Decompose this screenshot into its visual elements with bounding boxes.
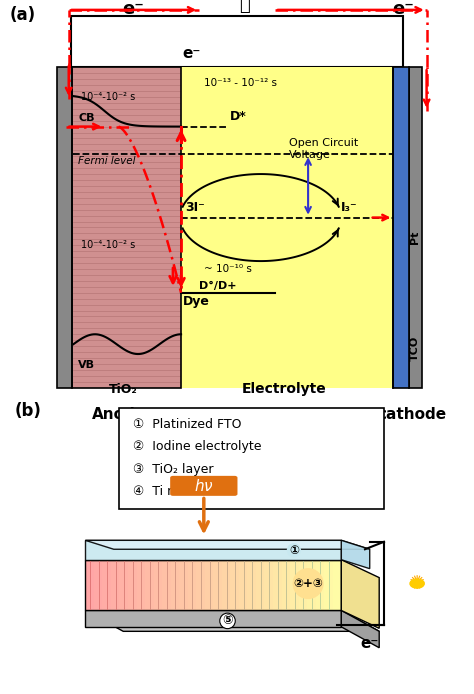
Text: Fermi level: Fermi level [78,156,136,167]
Text: cathode: cathode [378,407,447,423]
Polygon shape [316,559,324,611]
Polygon shape [341,611,379,648]
Polygon shape [171,559,179,611]
Text: 💡: 💡 [239,0,249,14]
Text: e⁻: e⁻ [122,0,144,18]
Text: (a): (a) [9,6,36,24]
Polygon shape [333,559,341,611]
Polygon shape [94,559,102,611]
Text: TCO: TCO [410,335,420,361]
Text: D°/D+: D°/D+ [199,281,237,291]
Polygon shape [324,559,333,611]
Polygon shape [341,541,370,568]
Bar [72,67,181,388]
Text: ✺: ✺ [409,574,425,593]
Polygon shape [111,559,119,611]
Text: 10⁻⁴-10⁻² s: 10⁻⁴-10⁻² s [81,92,135,102]
Polygon shape [128,559,137,611]
Polygon shape [85,541,370,549]
Text: Electrolyte: Electrolyte [242,382,327,396]
FancyBboxPatch shape [170,476,237,496]
Polygon shape [85,611,341,627]
Text: ⑤: ⑤ [222,614,233,627]
Text: $h\nu$: $h\nu$ [194,477,214,493]
Polygon shape [213,559,222,611]
Polygon shape [307,559,316,611]
Bar [393,67,409,388]
Polygon shape [299,559,307,611]
Text: Pt: Pt [410,230,420,244]
Polygon shape [230,559,239,611]
Text: CB: CB [78,112,95,123]
Text: 10⁻⁴-10⁻² s: 10⁻⁴-10⁻² s [81,240,135,251]
Text: I₃⁻: I₃⁻ [341,201,358,214]
Polygon shape [247,559,256,611]
Polygon shape [264,559,273,611]
Text: e⁻: e⁻ [392,0,414,18]
Text: 10⁻¹³ - 10⁻¹² s: 10⁻¹³ - 10⁻¹² s [204,78,277,88]
Polygon shape [273,559,282,611]
Bar [72,67,181,388]
Text: TiO₂: TiO₂ [109,382,137,396]
Polygon shape [282,559,290,611]
Text: D*: D* [230,110,246,123]
Text: 3I⁻: 3I⁻ [185,201,205,214]
Polygon shape [239,559,247,611]
Text: Anode: Anode [91,407,146,423]
Text: ~ 10⁻¹⁰ s: ~ 10⁻¹⁰ s [204,264,252,274]
Polygon shape [196,559,205,611]
Polygon shape [205,559,213,611]
Polygon shape [119,559,128,611]
Text: VB: VB [78,360,95,370]
Text: e⁻: e⁻ [361,636,379,651]
Text: e⁻: e⁻ [182,46,201,61]
Bar [71,16,403,67]
Polygon shape [222,559,230,611]
Circle shape [410,579,424,588]
Polygon shape [145,559,154,611]
Polygon shape [162,559,171,611]
Text: ①  Platinized FTO: ① Platinized FTO [133,418,241,431]
Text: ②+③: ②+③ [293,577,323,590]
Bar [181,67,409,388]
Text: ②  Iodine electrolyte: ② Iodine electrolyte [133,441,261,453]
Polygon shape [85,559,94,611]
Polygon shape [188,559,196,611]
Bar [57,67,72,388]
Polygon shape [179,559,188,611]
Text: (b): (b) [14,402,41,420]
Polygon shape [154,559,162,611]
Polygon shape [137,559,145,611]
Polygon shape [85,541,341,559]
Bar [118,407,384,509]
Polygon shape [256,559,264,611]
Text: ①: ① [289,543,299,557]
Text: Dye: Dye [182,295,210,307]
Bar [409,67,422,388]
Polygon shape [102,559,111,611]
Polygon shape [290,559,299,611]
Polygon shape [341,559,379,628]
Text: ④  Ti metal: ④ Ti metal [133,485,203,498]
Polygon shape [85,611,379,632]
Text: Open Circuit
Voltage: Open Circuit Voltage [289,139,358,160]
Text: ③  TiO₂ layer: ③ TiO₂ layer [133,463,213,475]
